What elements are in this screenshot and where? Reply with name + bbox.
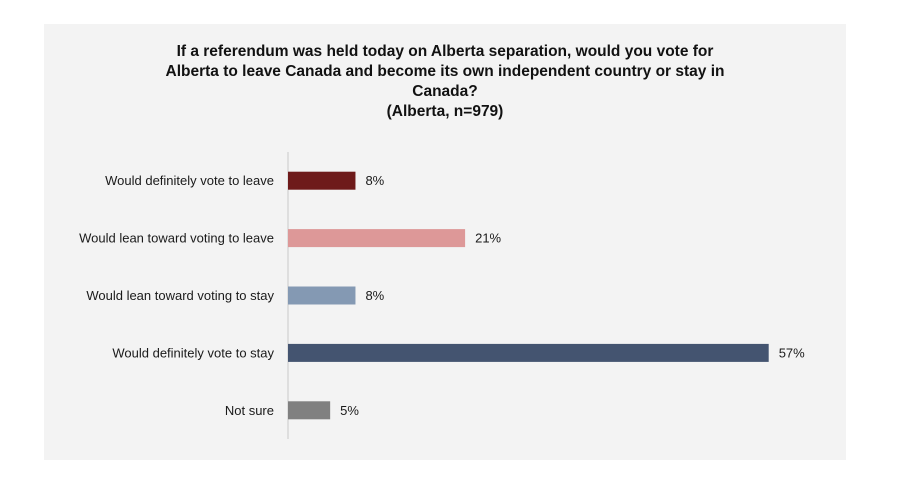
bar	[288, 401, 331, 420]
chart-title-line: Canada?	[412, 83, 478, 100]
chart-title-line: (Alberta, n=979)	[386, 103, 504, 120]
bar-chart: Would definitely vote to leave 8% Would le…	[79, 152, 805, 439]
data-label: 8%	[365, 173, 384, 188]
bar	[288, 286, 356, 305]
data-label: 5%	[340, 403, 359, 418]
data-label: 21%	[475, 231, 501, 246]
chart-panel: If a referendum was held today on Albert…	[44, 24, 846, 460]
category-label: Would definitely vote to leave	[105, 173, 274, 188]
bar	[288, 229, 466, 248]
bar	[288, 171, 356, 190]
chart-title: If a referendum was held today on Albert…	[44, 42, 846, 122]
category-label: Would lean toward voting to stay	[86, 288, 274, 303]
bar	[288, 343, 769, 362]
chart-title-line: Alberta to leave Canada and become its o…	[165, 63, 725, 80]
category-label: Would definitely vote to stay	[112, 345, 274, 360]
data-label: 57%	[779, 345, 805, 360]
category-label: Not sure	[225, 403, 274, 418]
data-label: 8%	[365, 288, 384, 303]
chart-title-line: If a referendum was held today on Albert…	[176, 43, 714, 60]
category-label: Would lean toward voting to leave	[79, 231, 274, 246]
